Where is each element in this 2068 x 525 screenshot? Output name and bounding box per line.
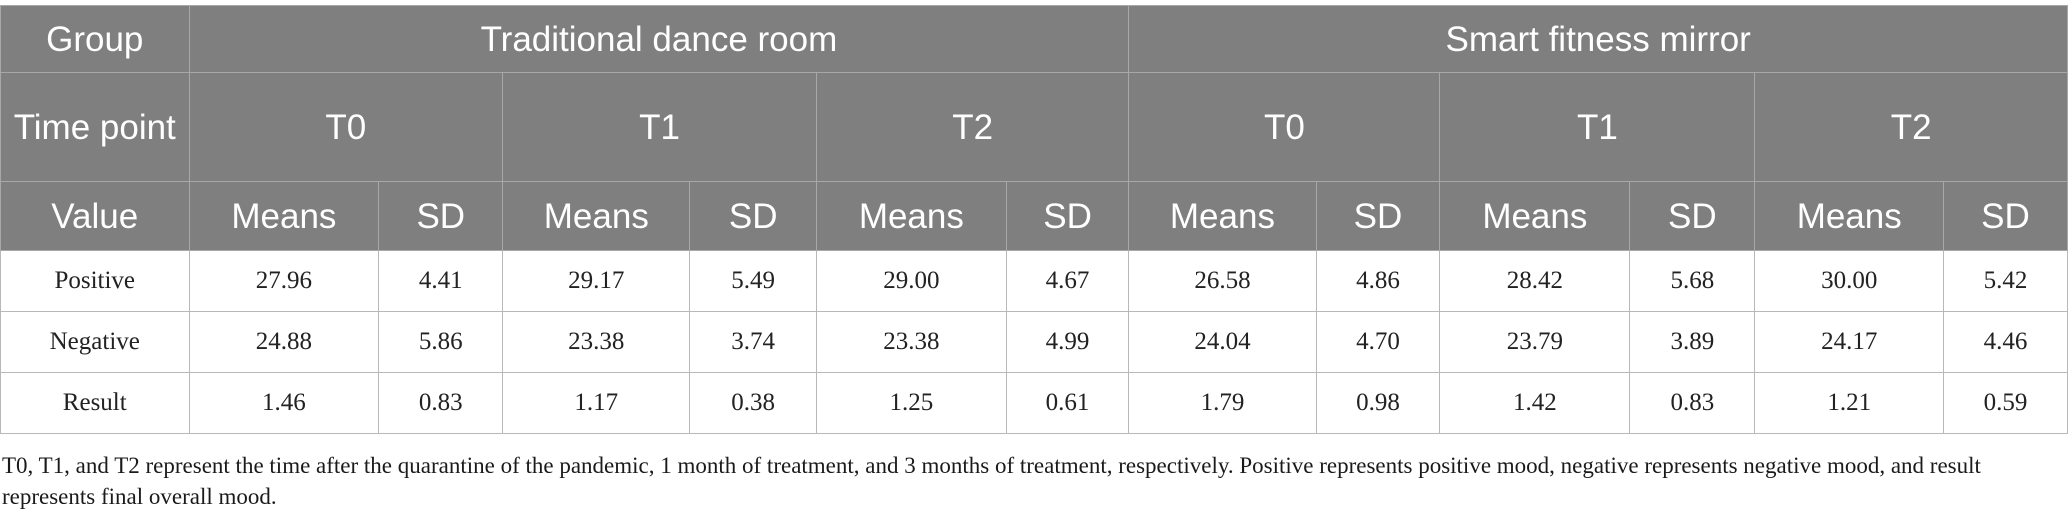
table-footnote: T0, T1, and T2 represent the time after … xyxy=(2,453,1981,509)
table-cell: 0.61 xyxy=(1005,372,1130,434)
value-stub-header: Value xyxy=(0,181,190,251)
group-header-smart-fitness-mirror: Smart fitness mirror xyxy=(1128,5,2068,73)
table-row-result: Result 1.46 0.83 1.17 0.38 1.25 0.61 1.7… xyxy=(0,372,2068,434)
means-header: Means xyxy=(1439,181,1631,251)
sd-header: SD xyxy=(1005,181,1130,251)
table-cell: 0.98 xyxy=(1315,372,1441,434)
group-stub-header: Group xyxy=(0,5,190,73)
timepoint-header-mirror-t0: T0 xyxy=(1128,72,1441,182)
timepoint-header-mirror-t1: T1 xyxy=(1439,72,1756,182)
table-cell: 5.49 xyxy=(689,250,817,312)
row-label: Positive xyxy=(0,250,190,312)
table-cell: 1.79 xyxy=(1128,372,1317,434)
table-cell: 5.68 xyxy=(1629,250,1756,312)
table-cell: 24.04 xyxy=(1128,311,1317,373)
timepoint-stub-header: Time point xyxy=(0,72,190,182)
means-header: Means xyxy=(188,181,380,251)
measure-header-row: Value Means SD Means SD Means SD Means S… xyxy=(0,181,2068,251)
table-cell: 4.70 xyxy=(1315,311,1441,373)
table-cell: 5.42 xyxy=(1942,250,2068,312)
means-header: Means xyxy=(1754,181,1944,251)
table-cell: 0.59 xyxy=(1942,372,2068,434)
table-cell: 29.00 xyxy=(815,250,1007,312)
sd-header: SD xyxy=(378,181,504,251)
table-cell: 4.67 xyxy=(1005,250,1130,312)
table-cell: 1.17 xyxy=(502,372,691,434)
timepoint-header-dance-t1: T1 xyxy=(502,72,817,182)
sd-header: SD xyxy=(1629,181,1756,251)
table-cell: 30.00 xyxy=(1754,250,1944,312)
means-header: Means xyxy=(502,181,691,251)
sd-header: SD xyxy=(689,181,817,251)
table-cell: 4.99 xyxy=(1005,311,1130,373)
group-header-row: Group Traditional dance room Smart fitne… xyxy=(0,5,2068,73)
table-cell: 1.25 xyxy=(815,372,1007,434)
table-cell: 23.38 xyxy=(815,311,1007,373)
table-cell: 23.79 xyxy=(1439,311,1631,373)
table-cell: 4.86 xyxy=(1315,250,1441,312)
timepoint-header-mirror-t2: T2 xyxy=(1754,72,2068,182)
timepoint-header-dance-t0: T0 xyxy=(188,72,504,182)
table-cell: 0.83 xyxy=(1629,372,1756,434)
table-cell: 3.89 xyxy=(1629,311,1756,373)
table-cell: 4.46 xyxy=(1942,311,2068,373)
means-header: Means xyxy=(1128,181,1317,251)
table-cell: 1.42 xyxy=(1439,372,1631,434)
table-cell: 24.88 xyxy=(188,311,380,373)
table-cell: 4.41 xyxy=(378,250,504,312)
table-cell: 26.58 xyxy=(1128,250,1317,312)
table-cell: 0.83 xyxy=(378,372,504,434)
table-row-negative: Negative 24.88 5.86 23.38 3.74 23.38 4.9… xyxy=(0,311,2068,373)
table-row-positive: Positive 27.96 4.41 29.17 5.49 29.00 4.6… xyxy=(0,250,2068,312)
table-cell: 5.86 xyxy=(378,311,504,373)
group-header-traditional-dance-room: Traditional dance room xyxy=(188,5,1130,73)
timepoint-header-row: Time point T0 T1 T2 T0 T1 T2 xyxy=(0,72,2068,182)
table-cell: 0.38 xyxy=(689,372,817,434)
table-cell: 23.38 xyxy=(502,311,691,373)
data-table: Group Traditional dance room Smart fitne… xyxy=(0,5,2068,434)
table-cell: 27.96 xyxy=(188,250,380,312)
row-label: Negative xyxy=(0,311,190,373)
table-cell: 24.17 xyxy=(1754,311,1944,373)
sd-header: SD xyxy=(1942,181,2068,251)
means-header: Means xyxy=(815,181,1007,251)
table-cell: 1.21 xyxy=(1754,372,1944,434)
table-cell: 1.46 xyxy=(188,372,380,434)
timepoint-header-dance-t2: T2 xyxy=(815,72,1130,182)
row-label: Result xyxy=(0,372,190,434)
table-cell: 3.74 xyxy=(689,311,817,373)
table-cell: 28.42 xyxy=(1439,250,1631,312)
table-cell: 29.17 xyxy=(502,250,691,312)
sd-header: SD xyxy=(1315,181,1441,251)
